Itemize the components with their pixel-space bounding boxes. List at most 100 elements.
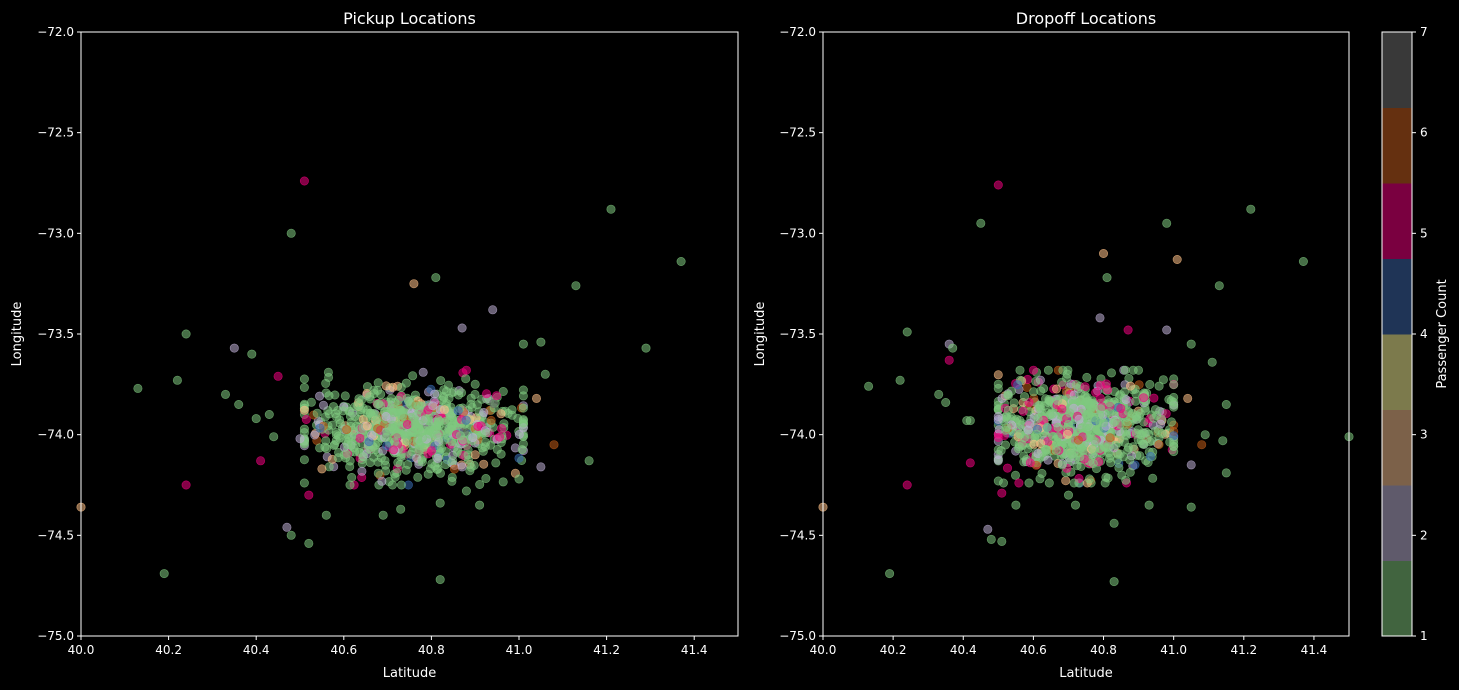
- data-point: [1116, 403, 1126, 413]
- data-point: [396, 480, 406, 490]
- data-point: [373, 424, 383, 434]
- data-point: [299, 405, 309, 415]
- data-point: [439, 405, 449, 415]
- data-point: [354, 394, 364, 404]
- data-point: [1149, 393, 1159, 403]
- data-point: [944, 355, 954, 365]
- data-point: [381, 411, 391, 421]
- pickup-y-axis-label: Longitude: [10, 302, 25, 367]
- data-point: [470, 450, 480, 460]
- data-point: [402, 436, 412, 446]
- data-point: [993, 445, 1003, 455]
- data-point: [402, 419, 412, 429]
- colorbar-tick-label: 1: [1420, 629, 1428, 643]
- data-point: [438, 391, 448, 401]
- dropoff-points: [818, 180, 1354, 587]
- data-point: [902, 480, 912, 490]
- data-point: [355, 433, 365, 443]
- data-point: [1123, 325, 1133, 335]
- data-point: [1063, 419, 1073, 429]
- data-point: [1246, 204, 1256, 214]
- data-point: [414, 419, 424, 429]
- data-point: [286, 228, 296, 238]
- data-point: [321, 510, 331, 520]
- data-point: [435, 498, 445, 508]
- data-point: [1013, 380, 1023, 390]
- data-point: [384, 423, 394, 433]
- data-point: [518, 391, 528, 401]
- data-point: [432, 421, 442, 431]
- data-point: [413, 472, 423, 482]
- data-point: [1065, 408, 1075, 418]
- data-point: [993, 379, 1003, 389]
- data-point: [133, 383, 143, 393]
- data-point: [486, 415, 496, 425]
- data-point: [1025, 458, 1035, 468]
- data-point: [1148, 473, 1158, 483]
- data-point: [1131, 428, 1141, 438]
- data-point: [373, 385, 383, 395]
- data-point: [390, 397, 400, 407]
- data-point: [1131, 396, 1141, 406]
- data-point: [318, 400, 328, 410]
- data-point: [1154, 440, 1164, 450]
- data-point: [864, 381, 874, 391]
- colorbar-tick-label: 3: [1420, 428, 1428, 442]
- data-point: [457, 462, 467, 472]
- data-point: [1003, 390, 1013, 400]
- passenger-count-colorbar: 1 2 3 4 5 6 7 Passenger Count: [1381, 25, 1450, 643]
- data-point: [997, 488, 1007, 498]
- data-point: [1043, 365, 1053, 375]
- data-point: [229, 343, 239, 353]
- data-point: [436, 376, 446, 386]
- x-tick-label: 41.0: [1160, 643, 1187, 657]
- data-point: [234, 399, 244, 409]
- dropoff-x-ticks: 40.0 40.2 40.4 40.6 40.8 41.0 41.2 41.4: [810, 636, 1327, 657]
- data-point: [331, 428, 341, 438]
- data-point: [1015, 429, 1025, 439]
- x-tick-label: 41.2: [593, 643, 620, 657]
- data-point: [479, 407, 489, 417]
- y-tick-label: −74.0: [779, 428, 816, 442]
- data-point: [453, 406, 463, 416]
- data-point: [1145, 379, 1155, 389]
- data-point: [365, 394, 375, 404]
- data-point: [902, 327, 912, 337]
- data-point: [431, 273, 441, 283]
- colorbar-bands: [1382, 32, 1412, 637]
- data-point: [1098, 418, 1108, 428]
- data-point: [312, 408, 322, 418]
- data-point: [1042, 422, 1052, 432]
- data-point: [1052, 384, 1062, 394]
- data-point: [514, 429, 524, 439]
- data-point: [181, 329, 191, 339]
- data-point: [304, 538, 314, 548]
- data-point: [1122, 417, 1132, 427]
- data-point: [1167, 417, 1177, 427]
- colorbar-band: [1382, 183, 1412, 259]
- data-point: [498, 386, 508, 396]
- colorbar-tick-label: 4: [1420, 327, 1428, 341]
- data-point: [1221, 399, 1231, 409]
- data-point: [983, 524, 993, 534]
- data-point: [518, 339, 528, 349]
- data-point: [976, 218, 986, 228]
- data-point: [432, 464, 442, 474]
- data-point: [310, 430, 320, 440]
- data-point: [1035, 474, 1045, 484]
- data-point: [1139, 393, 1149, 403]
- data-point: [1197, 440, 1207, 450]
- x-tick-label: 40.8: [418, 643, 445, 657]
- data-point: [1093, 425, 1103, 435]
- x-tick-label: 40.8: [1090, 643, 1117, 657]
- y-tick-label: −75.0: [779, 629, 816, 643]
- data-point: [475, 479, 485, 489]
- data-point: [350, 412, 360, 422]
- data-point: [1001, 425, 1011, 435]
- data-point: [1033, 413, 1043, 423]
- data-point: [1061, 476, 1071, 486]
- colorbar-band: [1382, 485, 1412, 561]
- data-point: [1125, 467, 1135, 477]
- data-point: [1023, 425, 1033, 435]
- data-point: [1057, 460, 1067, 470]
